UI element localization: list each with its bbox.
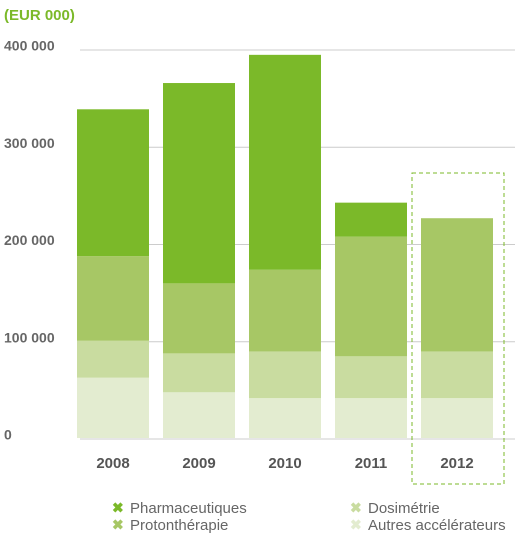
x-tick-label: 2009 [182,455,215,472]
bar-segment [163,83,235,284]
bar-segment [335,398,407,438]
bar-segment [335,356,407,399]
y-tick-label: 100 000 [4,329,55,345]
bar-segment [335,236,407,357]
bar-segment [249,351,321,399]
bar-segment [77,109,149,257]
bar-segment [421,351,493,399]
y-tick-label: 0 [4,427,12,443]
legend-icon: ✖ [350,517,362,533]
bar-segment [249,398,321,438]
highlight-box [411,172,505,485]
x-tick-label: 2008 [96,455,129,472]
bar-segment [249,54,321,270]
bar-segment [249,269,321,352]
bar-segment [335,202,407,237]
chart-title: (EUR 000) [4,7,75,24]
legend-icon: ✖ [112,517,124,533]
x-tick-label: 2011 [355,455,388,472]
legend-label: Protonthérapie [130,517,228,534]
bar-segment [77,340,149,378]
bar-segment [163,283,235,354]
x-tick-label: 2010 [268,455,301,472]
bar-segment [77,256,149,341]
legend-icon: ✖ [112,500,124,516]
y-tick-label: 400 000 [4,38,55,54]
bar-segment [421,218,493,352]
bar-segment [163,392,235,438]
legend-label: Pharmaceutiques [130,500,247,517]
x-tick-label: 2012 [440,455,473,472]
y-tick-label: 300 000 [4,135,55,151]
bar-segment [163,353,235,393]
bar-segment [77,377,149,438]
bar-segment [421,398,493,438]
legend-label: Dosimétrie [368,500,440,517]
y-tick-label: 200 000 [4,232,55,248]
legend-icon: ✖ [350,500,362,516]
legend-label: Autres accélérateurs [368,517,506,534]
